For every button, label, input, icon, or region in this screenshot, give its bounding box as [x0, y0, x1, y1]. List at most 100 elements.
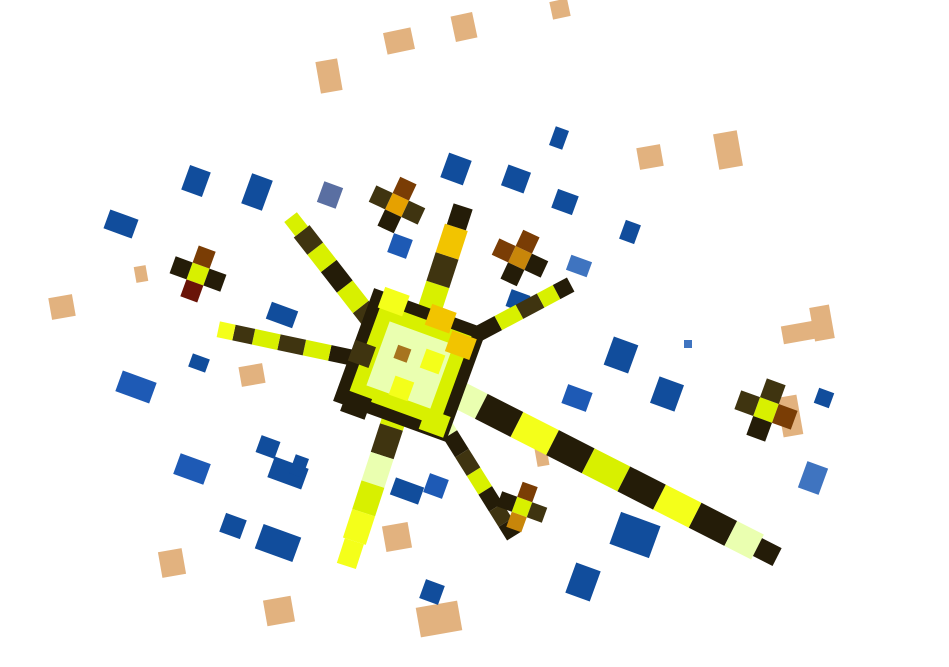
blue-particle	[255, 435, 281, 459]
ray-segment	[489, 503, 513, 527]
star-arm	[392, 176, 417, 201]
ray-segment	[307, 242, 337, 273]
tan-particle	[713, 130, 743, 170]
blue-particle	[561, 384, 593, 412]
star-left	[169, 245, 227, 303]
star-arm	[524, 253, 549, 278]
tan-particle	[383, 27, 415, 55]
star-arm	[496, 491, 518, 512]
main-star	[216, 203, 782, 570]
ray-segment	[277, 334, 307, 356]
star-arm	[517, 481, 538, 503]
blue-particle	[423, 473, 449, 499]
star-arm	[401, 200, 426, 225]
blue-particle	[603, 336, 639, 374]
core-block	[393, 344, 412, 363]
ray-segment	[232, 324, 256, 345]
star-arm	[180, 279, 204, 303]
blue-particle	[267, 456, 309, 490]
blue-particle	[219, 512, 247, 540]
ray-segment	[216, 321, 236, 341]
star-center	[186, 262, 210, 286]
tan-particle	[450, 11, 478, 43]
ray-segment	[552, 277, 575, 300]
blue-particle	[387, 233, 413, 259]
blue-particle	[500, 164, 532, 194]
star-center	[508, 246, 532, 270]
ray-segment	[478, 486, 503, 512]
ray-segment	[352, 480, 385, 517]
blue-particle	[565, 562, 601, 602]
blue-particle	[254, 523, 302, 563]
ray-segment	[370, 423, 403, 460]
star-arm	[734, 390, 761, 416]
ray-segment	[510, 412, 559, 456]
tan-particle	[636, 144, 664, 170]
star-upper-center	[368, 176, 426, 234]
star-center	[753, 397, 779, 423]
ray-segment	[546, 430, 595, 474]
ray-segment	[426, 252, 459, 289]
star-arm	[377, 209, 402, 234]
core-block	[340, 390, 373, 420]
ray-segment	[494, 304, 524, 331]
ray-segment	[617, 466, 666, 510]
blue-particle	[609, 511, 661, 559]
ray-segment	[336, 280, 369, 314]
ray-segment	[342, 508, 376, 545]
ray-segment	[466, 467, 493, 495]
blue-particle	[241, 173, 273, 211]
tan-particle	[262, 595, 296, 627]
ray-segment	[293, 225, 324, 255]
ray-segment	[581, 448, 631, 492]
blue-particle	[684, 340, 692, 348]
star-arm	[526, 502, 548, 523]
star-center	[385, 193, 409, 217]
blue-particle	[316, 181, 344, 209]
ray-segment	[320, 259, 353, 293]
star-arm	[760, 378, 786, 405]
blue-particle	[188, 353, 210, 373]
ray-segment	[536, 285, 561, 308]
blue-particle	[440, 152, 472, 186]
core-block	[418, 408, 451, 438]
star-arm	[192, 245, 216, 269]
ray-segment	[435, 223, 468, 260]
tan-particle	[157, 548, 187, 578]
core-block	[444, 330, 477, 360]
blue-particle	[181, 165, 211, 197]
ray-segment	[515, 293, 545, 319]
blue-particle	[265, 301, 299, 329]
star-arm	[491, 238, 516, 263]
blue-particle	[565, 254, 593, 278]
ray-segment	[336, 538, 364, 570]
core-block	[419, 348, 446, 375]
ray-segment	[443, 430, 469, 458]
star-arm	[746, 415, 772, 442]
blue-particle	[813, 387, 835, 409]
ray-segment	[653, 484, 702, 528]
blue-particle	[619, 219, 641, 245]
blue-particle	[103, 209, 139, 239]
tan-particle	[415, 600, 463, 638]
tan-particle	[133, 265, 149, 283]
star-arm	[368, 185, 393, 210]
ray-segment	[752, 538, 782, 566]
blue-particle	[115, 370, 157, 404]
star-right	[734, 378, 798, 442]
blue-particle	[389, 477, 425, 505]
star-bottom	[496, 481, 548, 533]
ray-segment	[361, 451, 394, 488]
ray-segment	[455, 448, 481, 477]
blue-particle	[649, 376, 685, 412]
ray-segment	[724, 520, 764, 560]
ray-segment	[474, 393, 524, 437]
ray-segment	[688, 502, 738, 546]
blue-particle	[551, 188, 579, 216]
tan-particle	[238, 363, 266, 387]
star-arm	[500, 262, 525, 287]
core-block	[377, 286, 410, 317]
core-block	[366, 321, 454, 409]
blue-particles	[103, 126, 835, 605]
core-block	[347, 339, 377, 368]
